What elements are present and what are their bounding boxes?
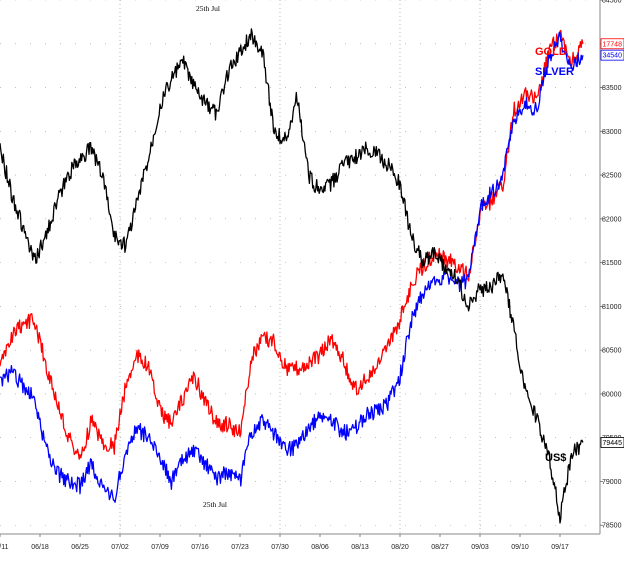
y-tick-label: 83000 [602,129,622,136]
x-tick-label: 09/17 [551,544,569,551]
x-tick-label: 08/13 [351,544,369,551]
last-value-badge [600,437,624,448]
x-tick-label: 08/06 [311,544,329,551]
last-value-badge-text: 34540 [603,53,623,60]
x-tick-label: 07/09 [151,544,169,551]
legend-silver: SILVER [535,66,574,78]
last-value-badge [600,38,624,50]
x-tick-label: 08/27 [431,544,449,551]
y-tick-label: 82500 [602,173,622,180]
x-tick-label: 07/23 [231,544,249,551]
series-layer [0,28,584,524]
y-tick-label: 81000 [602,304,622,311]
legend-gold: GOLD [535,46,567,58]
x-tick-label: 06/25 [71,544,89,551]
last-value-badge [600,49,624,61]
series-line-us [0,28,584,524]
series-line-silver [0,32,584,503]
x-tick-label: 07/02 [111,544,129,551]
y-tick-label: 83500 [602,85,622,92]
last-value-badge-text: 79445 [603,440,623,447]
y-tick-label: 80000 [602,391,622,398]
last-value-badges: 17748 34540 79445 [600,38,624,448]
x-tick-label: 06/18 [31,544,49,551]
y-tick-label: 79000 [602,479,622,486]
x-tick-label: 07/16 [191,544,209,551]
y-tick-label: 81500 [602,260,622,267]
annotation-top: 25th Jul [196,4,220,13]
last-value-badge-text: 17748 [603,41,623,48]
x-tick-label: 09/10 [511,544,529,551]
y-tick-label: 78500 [602,523,622,530]
x-tick-label: 08/20 [391,544,409,551]
x-tick-label: 07/30 [271,544,289,551]
vertical-separators [119,0,481,534]
y-tick-label: 80500 [602,348,622,355]
y-tick-label: 84500 [602,0,622,5]
x-tick-label: 06/11 [0,544,9,551]
x-axis-ticks: 06/11 06/18 06/25 07/02 07/09 07/16 07/23 07/30… [0,534,569,551]
y-axis-ticks: 7850079000795008000080500810008150082000… [600,0,622,530]
annotation-bottom: 25th Jul [203,500,227,509]
plot-background [0,0,600,534]
legend-usd: US$ [545,452,566,464]
y-tick-label: 82000 [602,216,622,223]
series-line-gold [0,29,584,460]
x-tick-label: 09/03 [471,544,489,551]
